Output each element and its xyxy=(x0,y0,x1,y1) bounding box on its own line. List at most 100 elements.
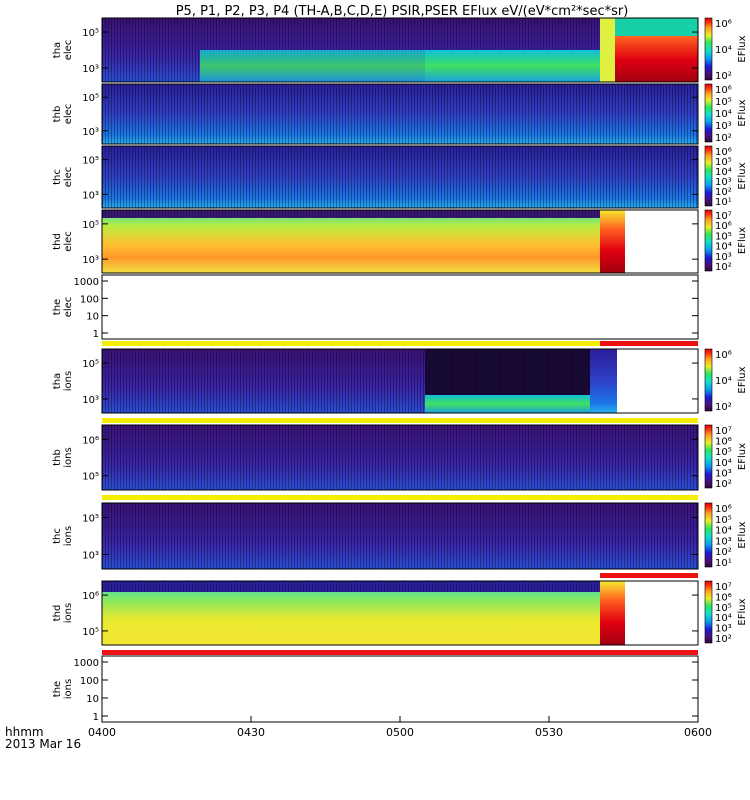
heatmap-cell xyxy=(600,210,625,273)
footer-date: 2013 Mar 16 xyxy=(5,737,81,751)
y-tick-label: 10³ xyxy=(82,190,99,201)
footer-hhmm: hhmm xyxy=(5,725,44,739)
heatmap-cell xyxy=(200,50,425,82)
panel-frame xyxy=(101,17,699,83)
y-tick-label: 10³ xyxy=(82,395,99,406)
x-tick-label: 0530 xyxy=(535,726,563,739)
y-tick-label: 10 xyxy=(86,694,99,705)
y-tick-label: 1 xyxy=(93,329,99,340)
colorbar-tick-label: 10⁶ xyxy=(715,221,732,232)
status-bar-segment xyxy=(102,650,698,655)
colorbar xyxy=(704,348,713,412)
colorbar-tick-label: 10⁴ xyxy=(715,109,732,120)
colorbar-tick-label: 10² xyxy=(715,402,732,413)
y-tick-label: 10⁵ xyxy=(82,220,99,231)
colorbar-tick-label: 10⁴ xyxy=(715,45,732,56)
panel-probe-label: thd xyxy=(52,233,63,250)
y-tick-label: 1 xyxy=(93,712,99,723)
colorbar-tick-label: 10³ xyxy=(715,624,732,635)
heatmap-cell xyxy=(590,349,617,413)
colorbar-label: EFlux xyxy=(737,521,748,548)
colorbar xyxy=(704,209,713,272)
panel-frame xyxy=(101,580,699,646)
panel-frame xyxy=(101,348,699,414)
y-tick-label: 1000 xyxy=(74,277,99,288)
y-tick-label: 10³ xyxy=(82,127,99,138)
y-tick-label: 10⁵ xyxy=(82,93,99,104)
x-tick-label: 0500 xyxy=(386,726,414,739)
colorbar-tick-label: 10⁵ xyxy=(715,157,732,168)
panel-species-label: ions xyxy=(63,371,74,391)
panel-species-label: ions xyxy=(63,603,74,623)
colorbar-tick-label: 10⁴ xyxy=(715,613,732,624)
colorbar-tick-label: 10⁵ xyxy=(715,97,732,108)
panel-probe-label: thb xyxy=(52,106,63,123)
heatmap-cell xyxy=(425,395,590,413)
panel-tha-elec: tha elec 10⁵ 10³ 10⁶ 10⁴ 10² EFlux xyxy=(52,17,748,83)
y-tick-label: 1000 xyxy=(74,658,99,669)
panel-probe-label: thb xyxy=(52,449,63,466)
y-tick-label: 10⁵ xyxy=(82,156,99,167)
y-tick-label: 10³ xyxy=(82,255,99,266)
colorbar-tick-label: 10⁵ xyxy=(715,515,732,526)
colorbar-tick-label: 10⁶ xyxy=(715,592,732,603)
figure-title: P5, P1, P2, P3, P4 (TH-A,B,C,D,E) PSIR,P… xyxy=(176,4,629,19)
panel-probe-label: thc xyxy=(52,169,63,185)
colorbar-tick-label: 10² xyxy=(715,547,732,558)
x-axis: 0400 0430 0500 0530 0600 xyxy=(88,716,712,739)
status-bar-segment xyxy=(102,495,698,500)
colorbar-label: EFlux xyxy=(737,162,748,189)
x-tick-label: 0400 xyxy=(88,726,116,739)
y-tick-label: 10⁵ xyxy=(82,359,99,370)
status-bar-segment xyxy=(600,341,698,346)
colorbar-tick-label: 10² xyxy=(715,187,732,198)
panel-species-label: elec xyxy=(63,40,74,61)
colorbar-tick-label: 10⁷ xyxy=(715,211,732,222)
colorbar-tick-label: 10³ xyxy=(715,177,732,188)
colorbar-tick-label: 10⁵ xyxy=(715,447,732,458)
heatmap-cell xyxy=(102,210,600,273)
colorbar-tick-label: 10⁶ xyxy=(715,350,732,361)
panel-probe-label: thd xyxy=(52,605,63,622)
y-tick-label: 100 xyxy=(80,294,99,305)
colorbar xyxy=(704,17,713,81)
colorbar xyxy=(704,83,713,143)
panel-frame xyxy=(101,502,699,570)
heatmap-cell xyxy=(425,50,600,82)
colorbar-tick-label: 10⁵ xyxy=(715,231,732,242)
colorbar-tick-label: 10³ xyxy=(715,252,732,263)
heatmap-cell xyxy=(615,18,698,36)
colorbar-tick-label: 10⁶ xyxy=(715,147,732,158)
panel-species-label: elec xyxy=(63,231,74,252)
y-tick-label: 100 xyxy=(80,676,99,687)
y-tick-label: 10⁶ xyxy=(82,591,99,602)
colorbar xyxy=(704,502,713,568)
colorbar-tick-label: 10⁴ xyxy=(715,458,732,469)
panel-species-label: elec xyxy=(63,104,74,125)
panel-probe-label: the xyxy=(52,299,63,315)
heatmap-cell xyxy=(600,18,615,82)
colorbar-tick-label: 10³ xyxy=(715,121,732,132)
colorbar-tick-label: 10² xyxy=(715,133,732,144)
colorbar-tick-label: 10⁶ xyxy=(715,85,732,96)
colorbar-tick-label: 10⁴ xyxy=(715,376,732,387)
colorbar-tick-label: 10⁷ xyxy=(715,426,732,437)
panel-frame xyxy=(101,424,699,491)
y-tick-label: 10⁵ xyxy=(82,28,99,39)
panel-species-label: ions xyxy=(63,526,74,546)
colorbar-tick-label: 10² xyxy=(715,479,732,490)
colorbar xyxy=(704,580,713,644)
colorbar-tick-label: 10¹ xyxy=(715,558,732,569)
heatmap-cell xyxy=(600,581,625,645)
y-tick-label: 10⁶ xyxy=(82,435,99,446)
panel-species-label: ions xyxy=(63,447,74,467)
colorbar-tick-label: 10⁵ xyxy=(715,603,732,614)
heatmap-cell xyxy=(102,146,698,208)
colorbar-tick-label: 10⁴ xyxy=(715,242,732,253)
